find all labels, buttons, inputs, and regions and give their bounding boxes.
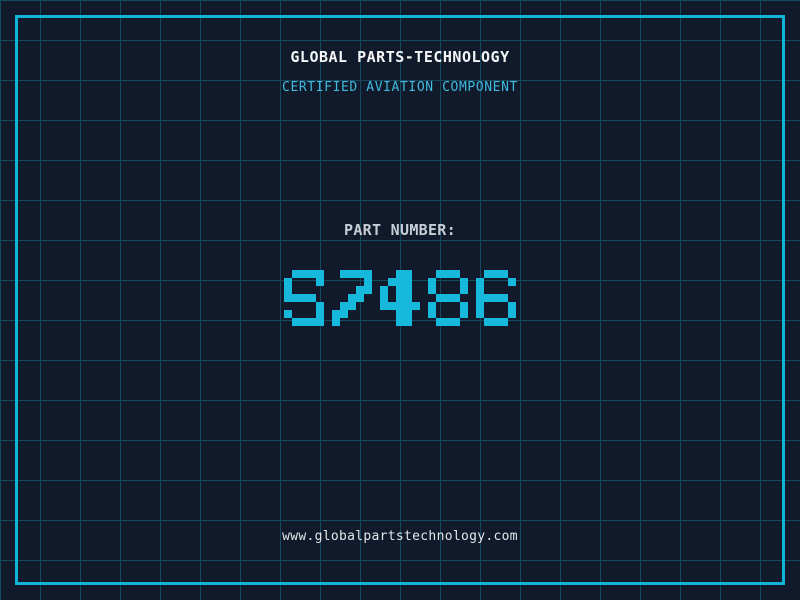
certification-subtitle: CERTIFIED AVIATION COMPONENT — [282, 80, 518, 95]
part-number-digit — [428, 270, 468, 326]
part-number-digit — [380, 270, 420, 326]
part-number-digit — [476, 270, 516, 326]
part-number-label: PART NUMBER: — [344, 221, 456, 239]
website-url: www.globalpartstechnology.com — [282, 529, 518, 544]
part-number-digit — [284, 270, 324, 326]
border-frame — [15, 15, 785, 585]
company-name: GLOBAL PARTS-TECHNOLOGY — [290, 48, 510, 66]
part-number-display — [0, 270, 800, 326]
part-number-digit — [332, 270, 372, 326]
